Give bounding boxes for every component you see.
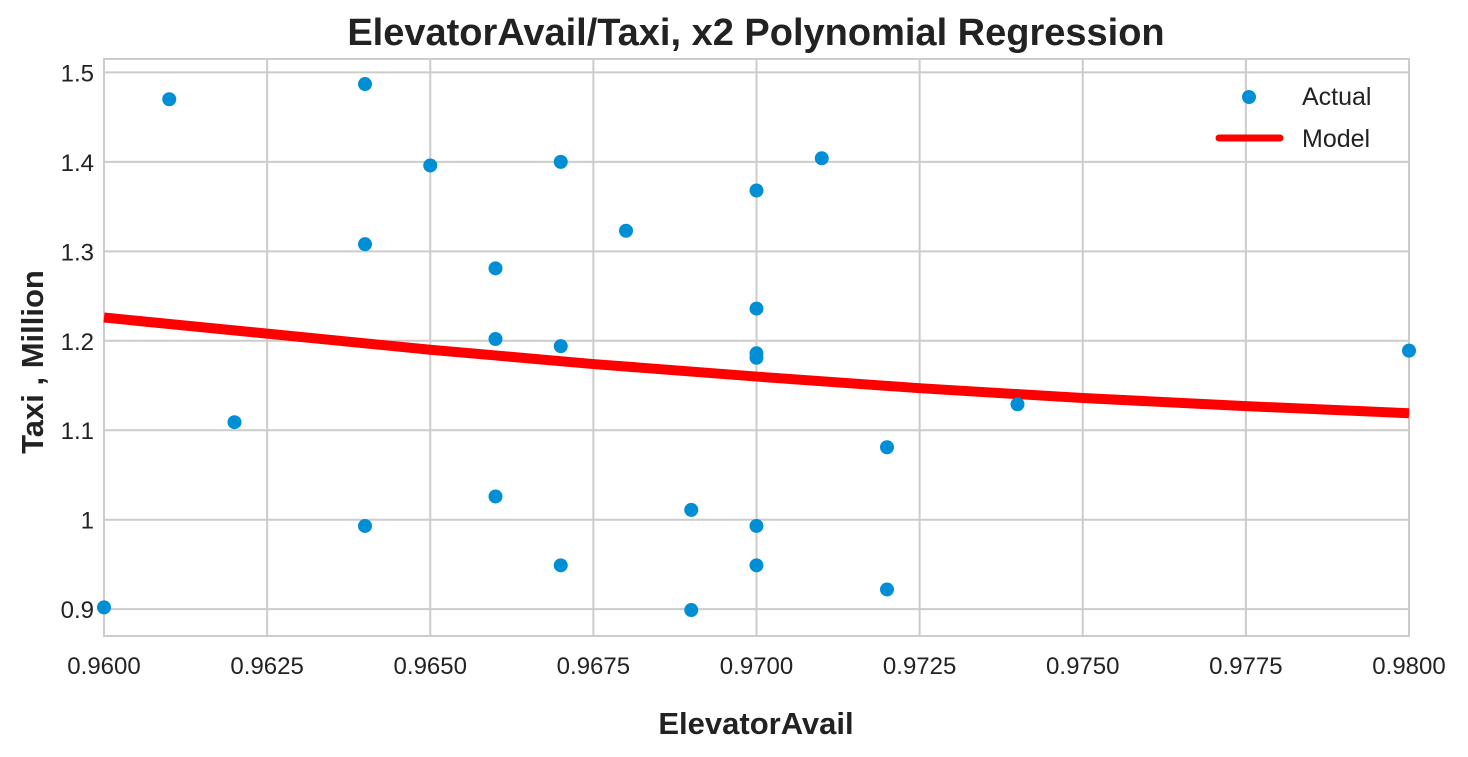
actual-point	[814, 151, 829, 166]
actual-point	[749, 183, 764, 198]
x-tick-label: 0.9800	[1372, 653, 1445, 680]
legend-model-label: Model	[1302, 125, 1370, 153]
x-tick-label: 0.9750	[1046, 653, 1119, 680]
actual-point	[358, 77, 372, 92]
chart-title: ElevatorAvail/Taxi, x2 Polynomial Regres…	[347, 12, 1164, 54]
model-line	[103, 312, 1410, 419]
actual-point	[880, 582, 894, 597]
actual-point	[488, 489, 503, 504]
y-tick-label: 0.9	[61, 597, 94, 624]
actual-point	[749, 518, 764, 533]
x-tick-label: 0.9625	[230, 653, 303, 680]
x-tick-labels: 0.9600 0.9625 0.9650 0.9675 0.9700 0.9725 0.97…	[67, 653, 1445, 680]
actual-point	[227, 415, 242, 430]
actual-point	[880, 440, 894, 455]
x-tick-label: 0.9725	[883, 653, 956, 680]
model-series	[103, 312, 1410, 419]
actual-series	[97, 77, 1416, 618]
legend: Actual Model	[1215, 83, 1371, 153]
actual-point	[423, 158, 438, 173]
x-tick-label: 0.9775	[1209, 653, 1282, 680]
legend-actual-label: Actual	[1302, 83, 1371, 111]
y-tick-label: 1.4	[61, 150, 94, 177]
y-tick-label: 1.5	[61, 60, 94, 87]
actual-point	[684, 502, 699, 517]
x-tick-label: 0.9600	[67, 653, 140, 680]
y-tick-label: 1.3	[61, 239, 94, 266]
actual-point	[488, 261, 503, 276]
actual-point	[749, 350, 764, 365]
actual-point	[553, 558, 568, 573]
actual-point	[97, 600, 111, 615]
actual-point	[1402, 343, 1416, 358]
actual-point	[749, 558, 764, 573]
legend-actual-marker	[1242, 90, 1256, 104]
actual-point	[358, 237, 372, 252]
y-tick-label: 1.1	[61, 418, 94, 445]
actual-point	[1010, 397, 1025, 412]
actual-point	[553, 339, 568, 354]
y-tick-labels: 0.9 1 1.1 1.2 1.3 1.4 1.5	[61, 60, 94, 624]
actual-point	[684, 603, 699, 618]
actual-point	[488, 332, 503, 346]
x-tick-label: 0.9675	[557, 653, 630, 680]
x-axis-label: ElevatorAvail	[658, 706, 853, 741]
x-tick-label: 0.9650	[394, 653, 467, 680]
actual-point	[619, 223, 633, 238]
actual-point	[162, 92, 177, 107]
actual-point	[358, 518, 372, 533]
actual-point	[749, 301, 764, 316]
y-tick-label: 1.2	[61, 329, 94, 356]
actual-point	[553, 154, 568, 169]
x-tick-label: 0.9700	[720, 653, 793, 680]
y-tick-label: 1	[81, 508, 94, 535]
y-axis-label: Taxi , Million	[15, 270, 50, 454]
